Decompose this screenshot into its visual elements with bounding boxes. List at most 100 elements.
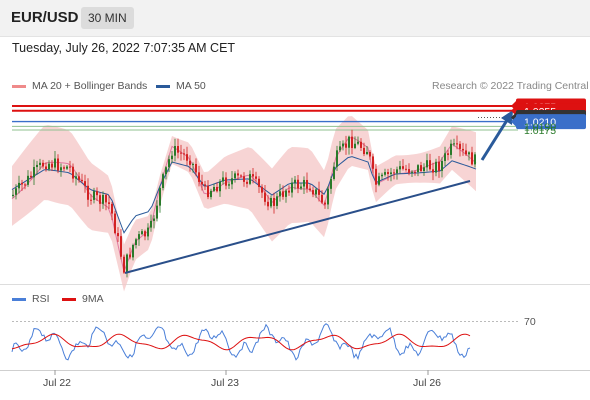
candle (315, 188, 317, 198)
candle (381, 172, 383, 180)
candle (339, 141, 341, 153)
candle (249, 170, 251, 186)
price-label-1-0210: 1.0210 (524, 117, 556, 129)
candle (15, 184, 17, 200)
candle (114, 210, 116, 235)
candle (267, 195, 269, 211)
candle (180, 144, 182, 161)
candle (90, 194, 92, 205)
candle (183, 148, 185, 161)
rsi-ma9-line (11, 333, 471, 351)
candle (408, 163, 410, 176)
candle (276, 192, 278, 210)
candle (201, 174, 203, 191)
candle (237, 169, 239, 181)
legend-9ma: 9MA (62, 293, 104, 305)
candle (294, 176, 296, 190)
candle (354, 136, 356, 150)
candle (324, 200, 326, 209)
candle (297, 175, 299, 194)
candle (78, 172, 80, 183)
candle (87, 178, 89, 207)
candle (258, 176, 260, 194)
candle (135, 237, 137, 249)
candle (27, 170, 29, 187)
forecast-arrow-head (501, 110, 513, 125)
candle (390, 167, 392, 182)
candle (117, 227, 119, 243)
candle (219, 179, 221, 197)
candle (333, 162, 335, 181)
legend-ma-bb-label: MA 20 + Bollinger Bands (32, 80, 148, 92)
candle (438, 155, 440, 178)
candle (330, 176, 332, 194)
candle (336, 145, 338, 171)
candle (246, 180, 248, 188)
candle (63, 165, 65, 172)
candle (387, 168, 389, 181)
candle (21, 179, 23, 191)
candle (414, 170, 416, 176)
candle (411, 170, 413, 177)
price-label-pointer-1-0210 (511, 116, 516, 127)
rsi-tick-70: 70 (524, 316, 536, 328)
candle (312, 186, 314, 198)
rsi-swatch (12, 297, 26, 301)
candle (309, 184, 311, 192)
candle (174, 138, 176, 162)
candle (384, 168, 386, 177)
candle (366, 146, 368, 156)
candle (471, 146, 473, 166)
candle (156, 200, 158, 222)
candle (300, 182, 302, 191)
candle (72, 163, 74, 183)
candle (348, 135, 350, 155)
candle (273, 192, 275, 214)
candle (36, 160, 38, 175)
candle (120, 229, 122, 260)
candle (96, 187, 98, 201)
candle (399, 160, 401, 174)
candle (48, 160, 50, 172)
candle (231, 171, 233, 190)
candle (189, 155, 191, 172)
candle (12, 189, 14, 198)
candle (45, 162, 47, 172)
candle (285, 188, 287, 203)
candle (321, 190, 323, 204)
candle (30, 171, 32, 180)
candle (171, 150, 173, 164)
candle (282, 185, 284, 200)
currency-pair-title: EUR/USD (11, 9, 79, 26)
candle (369, 150, 371, 160)
price-label-box-1-0210 (516, 114, 586, 130)
candle (447, 149, 449, 161)
candle (108, 195, 110, 210)
candle (186, 146, 188, 166)
candle (132, 243, 134, 261)
candle (288, 185, 290, 196)
candle (222, 171, 224, 185)
header-bar: EUR/USD 30 MIN (0, 0, 590, 36)
ma-bb-swatch (12, 84, 26, 88)
timeframe-badge[interactable]: 30 MIN (81, 7, 134, 29)
candle (54, 151, 56, 171)
candle (177, 138, 179, 159)
candle (453, 138, 455, 147)
price-label-1-0190: 1.0190 (524, 121, 556, 133)
candle (264, 184, 266, 206)
ma50-swatch (156, 84, 170, 88)
candle (357, 136, 359, 146)
candle (18, 175, 20, 194)
candle (444, 146, 446, 166)
candle (39, 158, 41, 170)
candle (198, 165, 200, 187)
candle (420, 161, 422, 173)
candle (243, 172, 245, 187)
x-tick-jul22: Jul 22 (43, 377, 71, 389)
candle (456, 135, 458, 150)
candle (363, 142, 365, 157)
bollinger-bands (12, 116, 476, 292)
candle (33, 159, 35, 186)
